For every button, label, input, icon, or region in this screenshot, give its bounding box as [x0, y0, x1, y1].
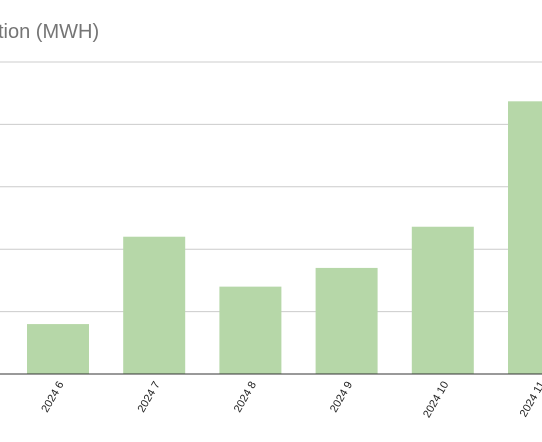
bar: [411, 226, 474, 374]
bar: [123, 236, 186, 374]
bars: [27, 101, 542, 374]
bar: [315, 267, 378, 374]
chart-title: tion (MWH): [0, 21, 99, 43]
bar: [508, 101, 542, 374]
bar: [219, 286, 282, 374]
bar: [27, 324, 89, 374]
